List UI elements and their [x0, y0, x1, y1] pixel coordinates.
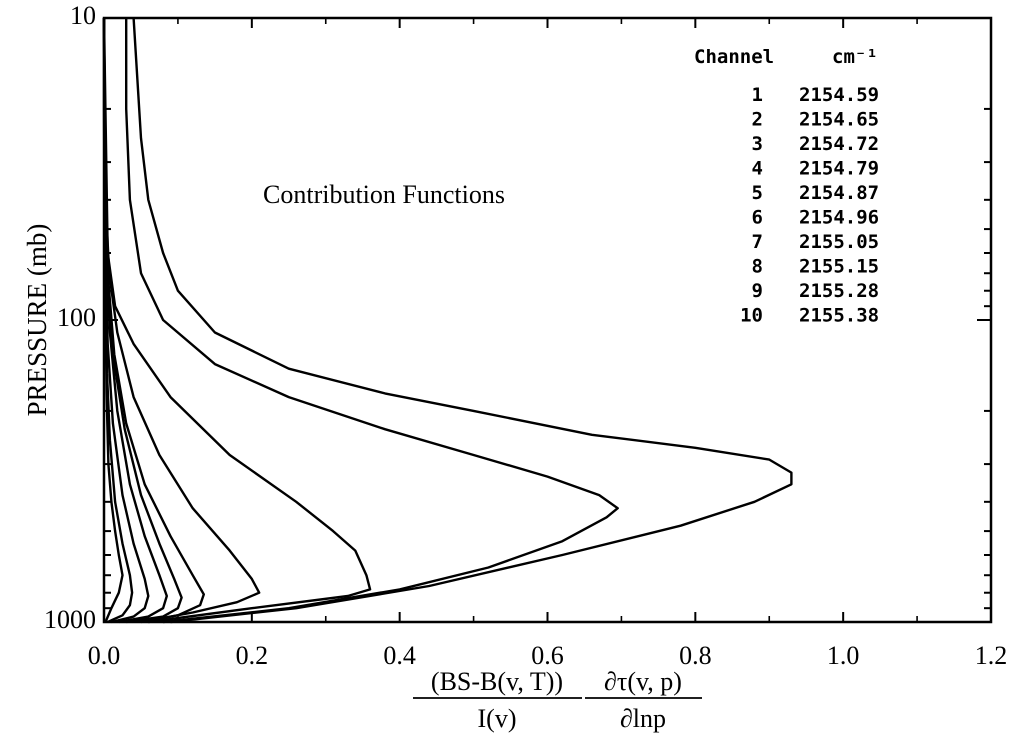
legend-channel-9: 9: [752, 280, 763, 302]
legend-channel-8: 8: [752, 256, 763, 278]
series-curve-10: [132, 17, 793, 624]
x-axis-title: (BS-B(v, T)) I(v) ∂τ(v, p) ∂lnp: [413, 667, 702, 733]
y-axis-title: PRESSURE (mb): [22, 224, 52, 417]
legend-wavenumber-6: 2154.96: [799, 207, 879, 229]
x-tick-label: 1.0: [827, 641, 860, 670]
y-tick-label: 1000: [44, 605, 96, 634]
series-curve-7: [102, 17, 261, 624]
legend-rows: 1 2154.59 2 2154.65 3 2154.72 4 2154.79 5 2154.87…: [740, 84, 879, 327]
x-tick-label: 0.0: [88, 641, 121, 670]
x-label-denominator-1: I(v): [478, 704, 517, 733]
series-curve-6: [102, 17, 205, 624]
chart-annotation: Contribution Functions: [263, 180, 505, 209]
x-label-numerator-2: ∂τ(v, p): [604, 667, 682, 696]
legend-channel-2: 2: [752, 109, 763, 131]
y-tick-label: 100: [57, 303, 96, 332]
x-tick-label: 1.2: [975, 641, 1008, 670]
series-curves: [102, 17, 793, 624]
x-tick-label: 0.2: [236, 641, 269, 670]
legend-wavenumber-8: 2155.15: [799, 256, 879, 278]
legend-wavenumber-10: 2155.38: [799, 305, 879, 327]
legend-wavenumber-3: 2154.72: [799, 133, 879, 155]
y-tick-label: 10: [70, 1, 96, 30]
x-tick-label: 0.8: [679, 641, 712, 670]
legend-wavenumber-5: 2154.87: [799, 182, 879, 204]
x-label-numerator-1: (BS-B(v, T)): [431, 667, 563, 696]
x-tick-label: 0.4: [383, 641, 416, 670]
series-curve-9: [125, 18, 619, 624]
legend-channel-7: 7: [752, 231, 763, 253]
x-label-denominator-2: ∂lnp: [620, 704, 666, 733]
legend-channel-5: 5: [752, 182, 763, 204]
legend-channel-3: 3: [752, 133, 763, 155]
y-tick-labels: 10 100 1000: [44, 1, 96, 634]
legend-header-channel: Channel: [694, 46, 774, 68]
legend-channel-1: 1: [752, 84, 763, 106]
legend: Channel cm⁻¹ 1 2154.59 2 2154.65 3 2154.72 4 21…: [694, 46, 879, 327]
legend-channel-10: 10: [740, 305, 763, 327]
x-tick-label: 0.6: [531, 641, 564, 670]
legend-channel-6: 6: [752, 207, 763, 229]
legend-wavenumber-7: 2155.05: [799, 231, 879, 253]
legend-header-unit: cm⁻¹: [832, 46, 878, 68]
x-tick-labels: 0.0 0.2 0.4 0.6 0.8 1.0 1.2: [88, 641, 1008, 670]
legend-wavenumber-4: 2154.79: [799, 158, 879, 180]
legend-wavenumber-2: 2154.65: [799, 109, 879, 131]
legend-wavenumber-1: 2154.59: [799, 84, 879, 106]
legend-wavenumber-9: 2155.28: [799, 280, 879, 302]
series-curve-8: [102, 17, 372, 624]
legend-channel-4: 4: [752, 158, 763, 180]
